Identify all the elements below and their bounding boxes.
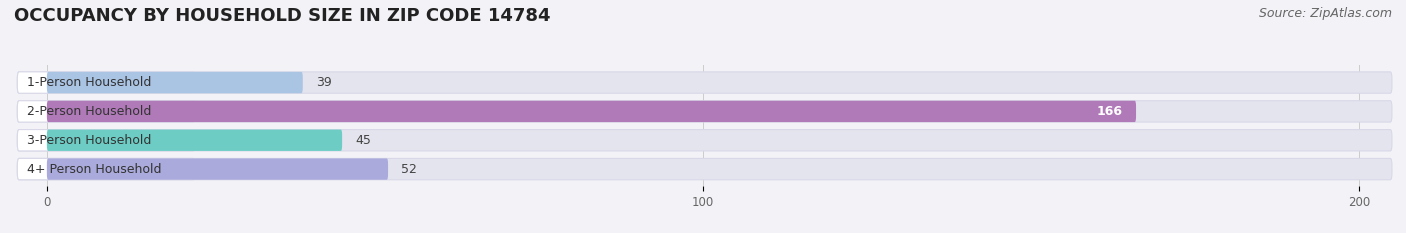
FancyBboxPatch shape bbox=[17, 101, 194, 122]
FancyBboxPatch shape bbox=[46, 101, 1136, 122]
Text: 52: 52 bbox=[401, 163, 418, 176]
Text: 1-Person Household: 1-Person Household bbox=[27, 76, 152, 89]
FancyBboxPatch shape bbox=[46, 158, 388, 180]
Text: 2-Person Household: 2-Person Household bbox=[27, 105, 152, 118]
Text: 39: 39 bbox=[316, 76, 332, 89]
FancyBboxPatch shape bbox=[17, 158, 194, 180]
Text: 4+ Person Household: 4+ Person Household bbox=[27, 163, 162, 176]
Text: Source: ZipAtlas.com: Source: ZipAtlas.com bbox=[1258, 7, 1392, 20]
FancyBboxPatch shape bbox=[17, 101, 1392, 122]
FancyBboxPatch shape bbox=[17, 158, 1392, 180]
Text: 166: 166 bbox=[1097, 105, 1123, 118]
FancyBboxPatch shape bbox=[17, 72, 194, 93]
FancyBboxPatch shape bbox=[46, 72, 302, 93]
Text: 45: 45 bbox=[356, 134, 371, 147]
Text: 3-Person Household: 3-Person Household bbox=[27, 134, 152, 147]
FancyBboxPatch shape bbox=[17, 130, 194, 151]
FancyBboxPatch shape bbox=[17, 72, 1392, 93]
FancyBboxPatch shape bbox=[46, 130, 342, 151]
Text: OCCUPANCY BY HOUSEHOLD SIZE IN ZIP CODE 14784: OCCUPANCY BY HOUSEHOLD SIZE IN ZIP CODE … bbox=[14, 7, 551, 25]
FancyBboxPatch shape bbox=[17, 130, 1392, 151]
